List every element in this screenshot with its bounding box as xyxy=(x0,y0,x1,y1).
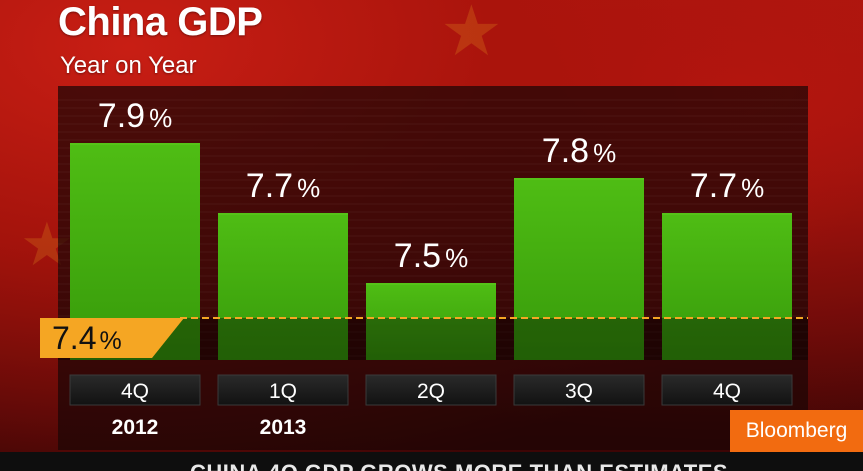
chart-subtitle: Year on Year xyxy=(60,52,197,79)
reference-line: 7.4% xyxy=(40,317,808,358)
category-box xyxy=(661,374,793,406)
value-label: 7.7% xyxy=(246,167,320,205)
value-label: 7.7% xyxy=(690,167,764,205)
value-label: 7.9% xyxy=(98,97,172,135)
flag-star-icon: ★ xyxy=(440,0,503,72)
category-label: 4Q xyxy=(121,380,149,403)
ticker-text: CHINA 4Q GDP GROWS MORE THAN ESTIMATES xyxy=(190,460,728,471)
category-label: 1Q xyxy=(269,380,297,403)
bar xyxy=(366,283,496,360)
reference-label: 7.4% xyxy=(52,320,122,356)
category-label: 2Q xyxy=(417,380,445,403)
category-box xyxy=(365,374,497,406)
year-labels: 2012 2013 xyxy=(112,416,307,439)
value-label: 7.8% xyxy=(542,132,616,170)
bar-highlight xyxy=(662,213,792,215)
year-label: 2012 xyxy=(112,416,159,439)
bar-highlight xyxy=(366,283,496,285)
bar-highlight xyxy=(218,213,348,215)
category-box xyxy=(513,374,645,406)
value-label: 7.5% xyxy=(394,237,468,275)
category-labels: 4Q 1Q 2Q 3Q 4Q xyxy=(69,374,793,406)
below-reference-shade xyxy=(58,318,808,360)
bar xyxy=(218,213,348,360)
bar-highlight xyxy=(70,143,200,145)
category-box xyxy=(217,374,349,406)
bar xyxy=(514,178,644,360)
category-label: 4Q xyxy=(713,380,741,403)
bar-highlight xyxy=(514,178,644,180)
category-box xyxy=(69,374,201,406)
year-label: 2013 xyxy=(260,416,307,439)
reference-badge xyxy=(40,318,184,358)
news-ticker: CHINA 4Q GDP GROWS MORE THAN ESTIMATES xyxy=(0,452,863,471)
value-labels: 7.9 % 7.7 % 7.5 % 7.8 % 7.7% xyxy=(98,97,764,275)
below-reference-area xyxy=(58,318,808,360)
category-label: 3Q xyxy=(565,380,593,403)
bar xyxy=(662,213,792,360)
chart-title: China GDP xyxy=(58,0,263,44)
bloomberg-logo: Bloomberg xyxy=(730,410,863,452)
